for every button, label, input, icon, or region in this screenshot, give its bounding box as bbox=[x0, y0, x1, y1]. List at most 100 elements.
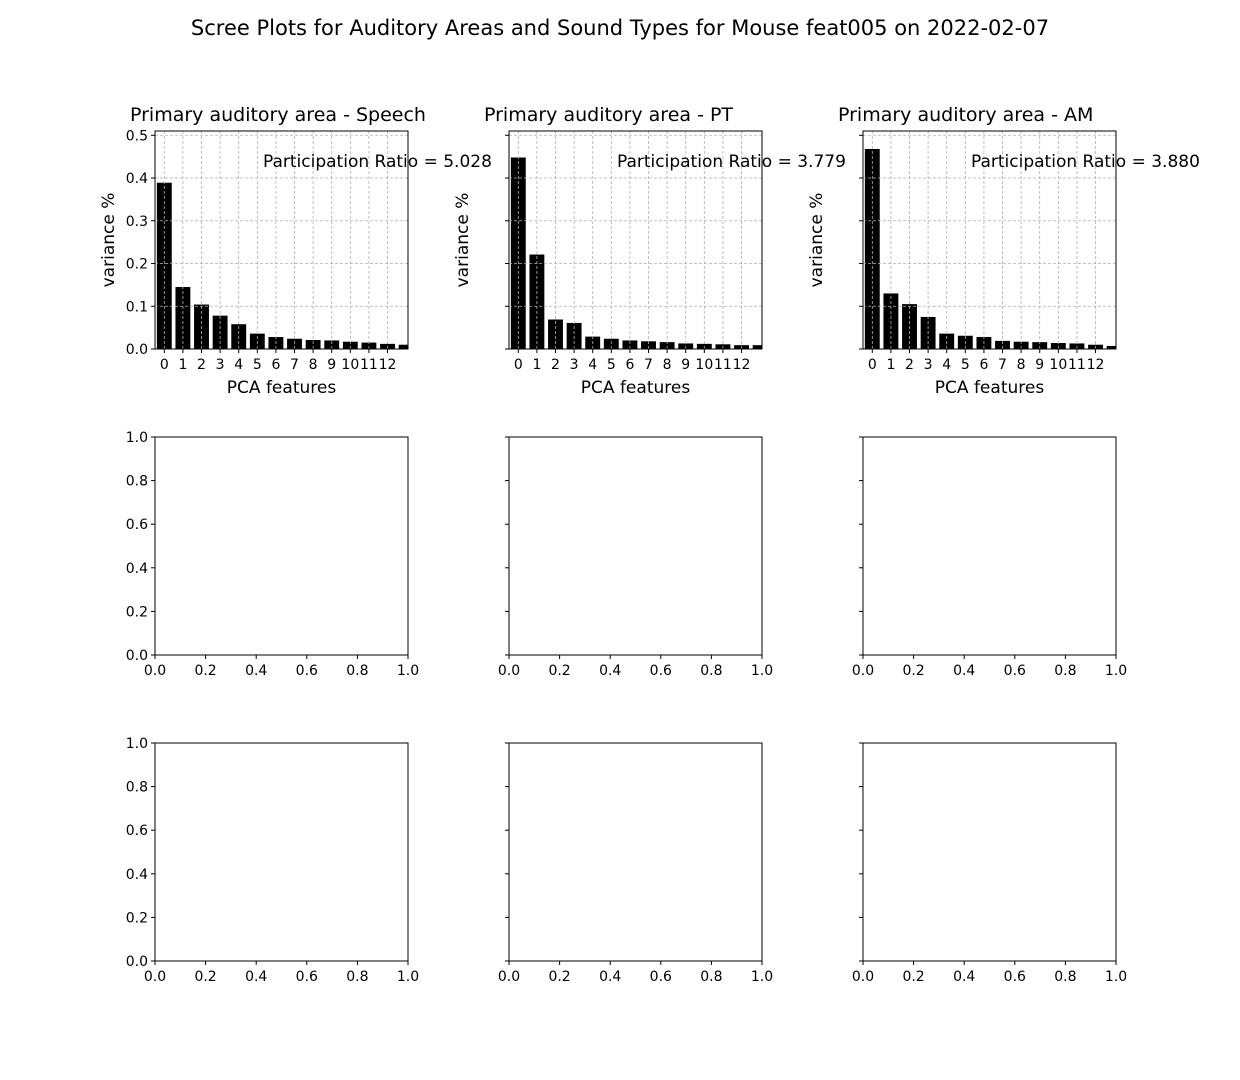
bar-0 bbox=[156, 182, 172, 349]
x-tick-label: 0.4 bbox=[599, 663, 621, 679]
x-tick-label: 11 bbox=[360, 357, 378, 373]
x-tick-label: 5 bbox=[253, 357, 262, 373]
gridlines bbox=[863, 131, 1116, 349]
axes-frame bbox=[154, 130, 409, 350]
x-tick-label: 0.8 bbox=[346, 663, 368, 679]
x-tick-label: 5 bbox=[961, 357, 970, 373]
x-tick-label: 9 bbox=[681, 357, 690, 373]
axes-frame bbox=[862, 130, 1117, 350]
x-tick-label: 0 bbox=[514, 357, 523, 373]
x-tick-label: 0.0 bbox=[498, 663, 520, 679]
x-tick-label: 0.6 bbox=[1004, 969, 1026, 985]
x-tick-label: 1 bbox=[178, 357, 187, 373]
y-tick-label: 0.4 bbox=[126, 561, 148, 577]
bar-13 bbox=[398, 344, 408, 349]
x-tick-label: 0.2 bbox=[548, 969, 570, 985]
x-tick-label: 0.6 bbox=[296, 663, 318, 679]
x-tick-label: 0.6 bbox=[296, 969, 318, 985]
x-tick-label: 12 bbox=[379, 357, 397, 373]
gridlines bbox=[509, 131, 762, 349]
y-tick-label: 1.0 bbox=[126, 736, 148, 752]
x-tick-label: 1.0 bbox=[1105, 969, 1127, 985]
bars bbox=[156, 182, 408, 349]
x-tick-label: 8 bbox=[663, 357, 672, 373]
x-tick-label: 1.0 bbox=[751, 663, 773, 679]
y-tick-label: 0.5 bbox=[126, 128, 148, 144]
x-tick-label: 1 bbox=[886, 357, 895, 373]
axes-frame bbox=[154, 742, 409, 962]
x-tick-label: 8 bbox=[1017, 357, 1026, 373]
subplot-2-2: 0.0 0.2 0.4 0.6 0.8 1.0 bbox=[498, 436, 773, 679]
x-tick-label: 0.8 bbox=[1054, 969, 1076, 985]
x-tick-label: 0.4 bbox=[599, 969, 621, 985]
bar-9 bbox=[1032, 342, 1048, 349]
x-tick-label: 2 bbox=[197, 357, 206, 373]
x-tick-label: 0.6 bbox=[650, 969, 672, 985]
y-tick-label: 0.6 bbox=[126, 517, 148, 533]
bar-6 bbox=[622, 340, 638, 349]
x-tick-label: 3 bbox=[216, 357, 225, 373]
x-tick-label: 0.0 bbox=[144, 969, 166, 985]
bar-7 bbox=[641, 341, 656, 349]
subplot-title: Primary auditory area - AM bbox=[838, 104, 1093, 126]
x-tick-label: 7 bbox=[644, 357, 653, 373]
y-axis-label: variance % bbox=[807, 193, 827, 288]
bar-9 bbox=[324, 340, 340, 349]
x-tick-label: 0.8 bbox=[1054, 663, 1076, 679]
x-tick-label: 4 bbox=[942, 357, 951, 373]
x-tick-label: 12 bbox=[1087, 357, 1105, 373]
x-tick-label: 10 bbox=[695, 357, 713, 373]
x-tick-label: 1.0 bbox=[751, 969, 773, 985]
axes-frame bbox=[154, 436, 409, 656]
participation-ratio-annotation: Participation Ratio = 3.880 bbox=[971, 152, 1200, 172]
x-tick-label: 0.4 bbox=[245, 663, 267, 679]
subplot-title: Primary auditory area - Speech bbox=[130, 104, 426, 126]
x-tick-label: 6 bbox=[271, 357, 280, 373]
x-tick-label: 0.2 bbox=[194, 663, 216, 679]
x-tick-label: 0.4 bbox=[245, 969, 267, 985]
x-tick-label: 6 bbox=[979, 357, 988, 373]
x-axis-label: PCA features bbox=[581, 378, 691, 398]
axes-frame bbox=[862, 742, 1117, 962]
participation-ratio-annotation: Participation Ratio = 3.779 bbox=[617, 152, 846, 172]
y-tick-label: 0.6 bbox=[126, 823, 148, 839]
x-tick-label: 11 bbox=[1068, 357, 1086, 373]
axes-frame bbox=[508, 436, 763, 656]
x-tick-label: 9 bbox=[327, 357, 336, 373]
x-tick-label: 4 bbox=[234, 357, 243, 373]
axes-frame bbox=[508, 742, 763, 962]
x-tick-label: 1 bbox=[532, 357, 541, 373]
x-tick-label: 12 bbox=[733, 357, 751, 373]
x-tick-label: 0.2 bbox=[902, 663, 924, 679]
y-tick-label: 0.4 bbox=[126, 867, 148, 883]
bar-10 bbox=[342, 341, 358, 349]
x-tick-label: 0.2 bbox=[902, 969, 924, 985]
x-tick-label: 0.2 bbox=[194, 969, 216, 985]
x-tick-label: 4 bbox=[588, 357, 597, 373]
y-tick-label: 0.8 bbox=[126, 474, 148, 490]
y-tick-label: 1.0 bbox=[126, 430, 148, 446]
subplot-2-1: 0.0 0.2 0.4 0.6 0.8 1.0 0.0 0.2 0.4 0.6 0.8 1.0 bbox=[126, 430, 419, 679]
x-tick-label: 1.0 bbox=[397, 969, 419, 985]
bars bbox=[510, 157, 762, 349]
x-tick-label: 0.8 bbox=[700, 969, 722, 985]
x-tick-label: 0.0 bbox=[144, 663, 166, 679]
y-tick-label: 0.2 bbox=[126, 910, 148, 926]
x-tick-label: 8 bbox=[309, 357, 318, 373]
figure-title: Scree Plots for Auditory Areas and Sound… bbox=[190, 16, 1050, 40]
bar-11 bbox=[361, 342, 377, 349]
x-tick-label: 7 bbox=[998, 357, 1007, 373]
bar-2 bbox=[548, 319, 563, 349]
axes-frame bbox=[508, 130, 763, 350]
x-tick-label: 2 bbox=[551, 357, 560, 373]
subplot-3-2: 0.0 0.2 0.4 0.6 0.8 1.0 bbox=[498, 742, 773, 985]
x-tick-label: 6 bbox=[625, 357, 634, 373]
x-tick-label: 0.6 bbox=[650, 663, 672, 679]
x-tick-label: 5 bbox=[607, 357, 616, 373]
x-axis-label: PCA features bbox=[227, 378, 337, 398]
y-axis-label: variance % bbox=[99, 193, 119, 288]
